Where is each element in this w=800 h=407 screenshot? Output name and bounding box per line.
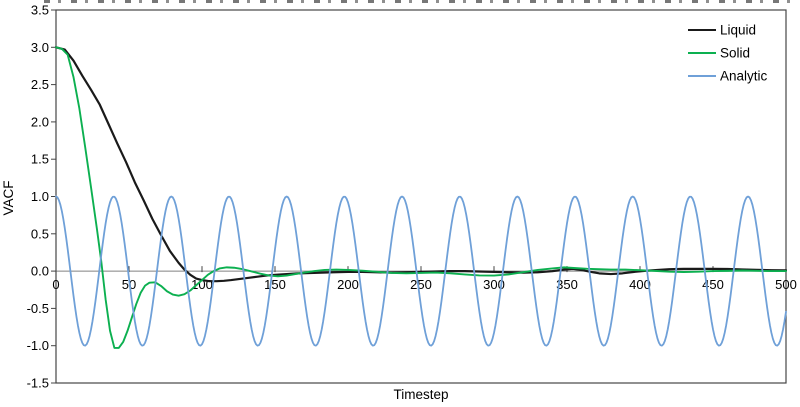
legend-label-liquid: Liquid <box>720 23 756 38</box>
y-tick-label: 0.0 <box>31 264 49 279</box>
series-line-solid <box>55 46 787 349</box>
y-tick-label: -1.0 <box>27 338 49 353</box>
legend-label-analytic: Analytic <box>720 69 768 84</box>
y-tick-label: 3.5 <box>31 3 49 18</box>
x-tick-label: 400 <box>629 277 651 292</box>
x-tick-label: 300 <box>483 277 505 292</box>
y-tick-label: 2.0 <box>31 114 49 129</box>
cropped-top-edge-artifact <box>44 0 792 3</box>
y-tick-label: 0.5 <box>31 226 49 241</box>
x-tick-label: 350 <box>556 277 578 292</box>
plot-border <box>55 9 787 384</box>
series-line-liquid <box>55 46 787 283</box>
y-tick-label: -1.5 <box>27 376 49 391</box>
y-axis-title: VACF <box>1 180 16 215</box>
x-axis-title: Timestep <box>393 387 448 402</box>
y-tick-label: -0.5 <box>27 301 49 316</box>
x-tick-label: 500 <box>775 277 797 292</box>
x-tick-label: 200 <box>337 277 359 292</box>
legend-label-solid: Solid <box>720 46 750 61</box>
x-tick-label: 250 <box>410 277 432 292</box>
y-tick-label: 3.0 <box>31 40 49 55</box>
y-tick-label: 2.5 <box>31 77 49 92</box>
x-tick-label: 150 <box>264 277 286 292</box>
x-tick-label: 0 <box>52 277 59 292</box>
y-tick-label: 1.5 <box>31 152 49 167</box>
y-tick-label: 1.0 <box>31 189 49 204</box>
series-line-analytic <box>55 195 787 347</box>
